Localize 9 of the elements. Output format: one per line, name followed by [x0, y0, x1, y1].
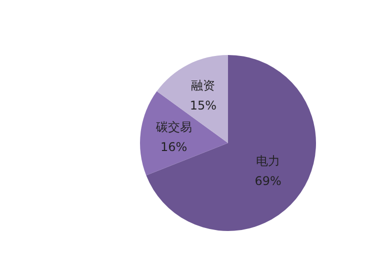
pie-slice: [140, 91, 228, 176]
data-label: 15%: [190, 98, 217, 112]
slice-label: 碳交易: [154, 120, 192, 134]
data-label: 16%: [160, 140, 188, 154]
slice-label: 电力: [256, 154, 280, 168]
slice-label: 融资: [191, 78, 216, 92]
data-label: 69%: [254, 174, 282, 188]
pie-slice: [146, 55, 316, 231]
pie-slice: [156, 55, 228, 143]
